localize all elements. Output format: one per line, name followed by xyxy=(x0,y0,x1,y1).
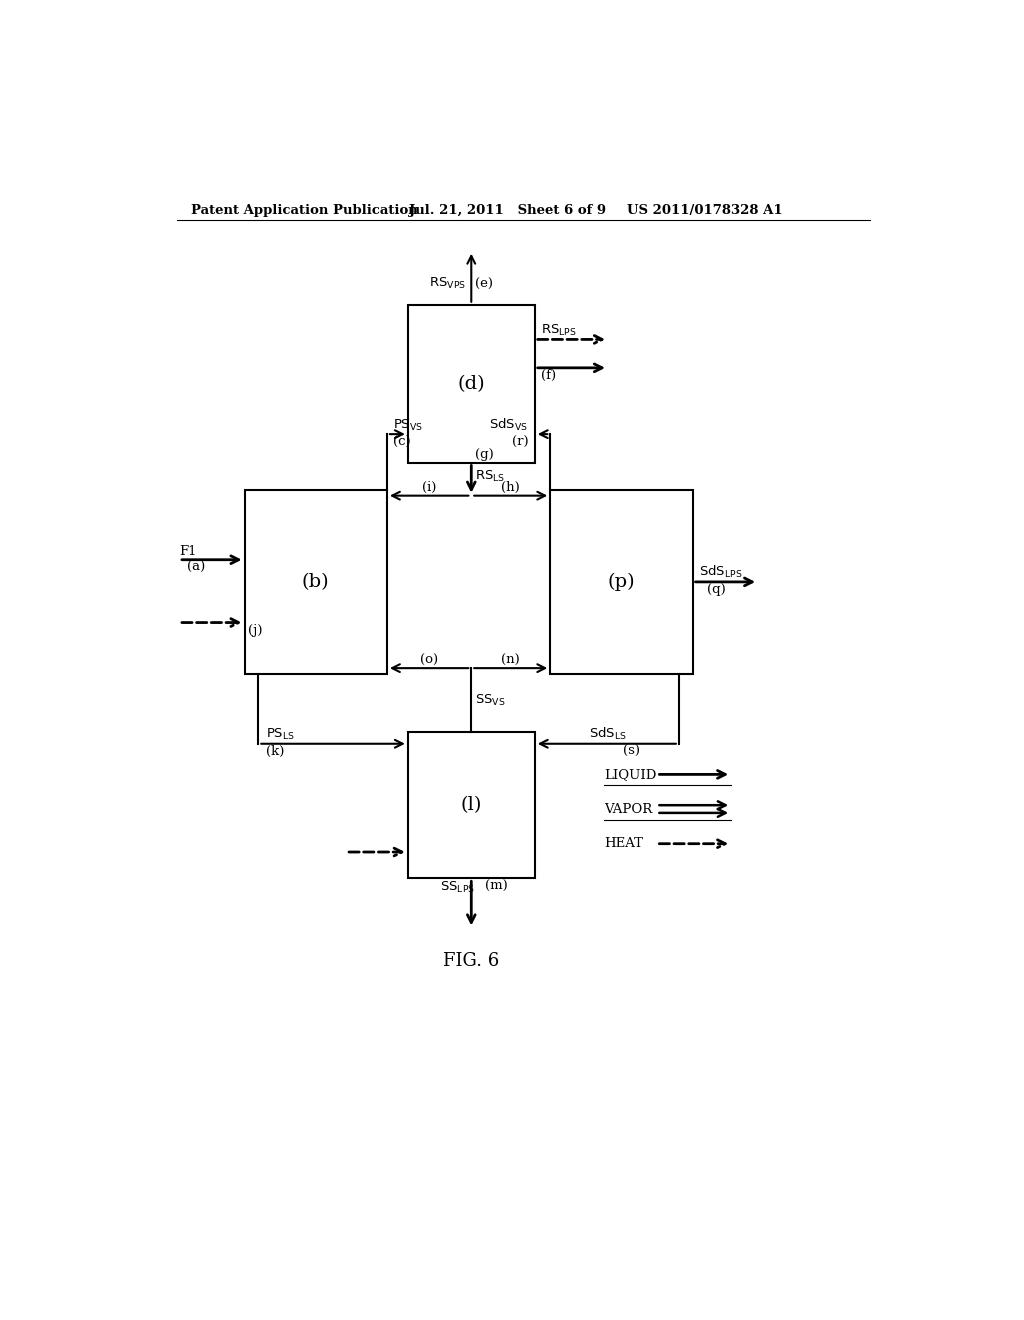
Text: Jul. 21, 2011   Sheet 6 of 9: Jul. 21, 2011 Sheet 6 of 9 xyxy=(410,205,606,218)
Text: (h): (h) xyxy=(502,480,520,494)
Text: US 2011/0178328 A1: US 2011/0178328 A1 xyxy=(628,205,782,218)
Bar xyxy=(408,733,535,878)
Text: $\mathrm{RS_{LS}}$: $\mathrm{RS_{LS}}$ xyxy=(475,469,506,484)
Text: (c): (c) xyxy=(393,436,411,449)
Text: $\mathrm{RS_{VPS}}$: $\mathrm{RS_{VPS}}$ xyxy=(429,276,466,290)
Text: (o): (o) xyxy=(420,653,438,667)
Text: (m): (m) xyxy=(485,880,508,892)
Text: $\mathrm{SS_{VS}}$: $\mathrm{SS_{VS}}$ xyxy=(475,693,506,708)
Bar xyxy=(550,490,692,675)
Text: (i): (i) xyxy=(422,480,436,494)
Text: (p): (p) xyxy=(607,573,635,591)
Text: $\mathrm{RS_{LPS}}$: $\mathrm{RS_{LPS}}$ xyxy=(541,323,577,338)
Text: FIG. 6: FIG. 6 xyxy=(443,952,500,969)
Text: VAPOR: VAPOR xyxy=(604,803,652,816)
Text: $\mathrm{PS_{LS}}$: $\mathrm{PS_{LS}}$ xyxy=(266,727,295,742)
Text: (n): (n) xyxy=(502,653,520,667)
Text: $\mathrm{SS_{LPS}}$: $\mathrm{SS_{LPS}}$ xyxy=(440,880,475,895)
Text: $\mathrm{SdS_{LS}}$: $\mathrm{SdS_{LS}}$ xyxy=(589,726,627,742)
Text: (r): (r) xyxy=(512,436,528,449)
Text: (g): (g) xyxy=(475,447,494,461)
Text: $\mathrm{PS_{VS}}$: $\mathrm{PS_{VS}}$ xyxy=(393,417,423,433)
Text: (q): (q) xyxy=(707,583,725,597)
Text: LIQUID: LIQUID xyxy=(604,768,656,781)
Bar xyxy=(245,490,387,675)
Text: F1: F1 xyxy=(179,545,197,558)
Text: (b): (b) xyxy=(302,573,330,591)
Text: (k): (k) xyxy=(266,746,285,758)
Bar xyxy=(408,305,535,462)
Text: $\mathrm{SdS_{LPS}}$: $\mathrm{SdS_{LPS}}$ xyxy=(698,564,742,581)
Text: (a): (a) xyxy=(186,561,205,574)
Text: (d): (d) xyxy=(458,375,485,392)
Text: Patent Application Publication: Patent Application Publication xyxy=(190,205,418,218)
Text: HEAT: HEAT xyxy=(604,837,643,850)
Text: (f): (f) xyxy=(541,370,556,383)
Text: (e): (e) xyxy=(475,277,494,290)
Text: (j): (j) xyxy=(249,624,263,638)
Text: $\mathrm{SdS_{VS}}$: $\mathrm{SdS_{VS}}$ xyxy=(488,417,527,433)
Text: (s): (s) xyxy=(624,746,640,758)
Text: (l): (l) xyxy=(461,796,482,814)
